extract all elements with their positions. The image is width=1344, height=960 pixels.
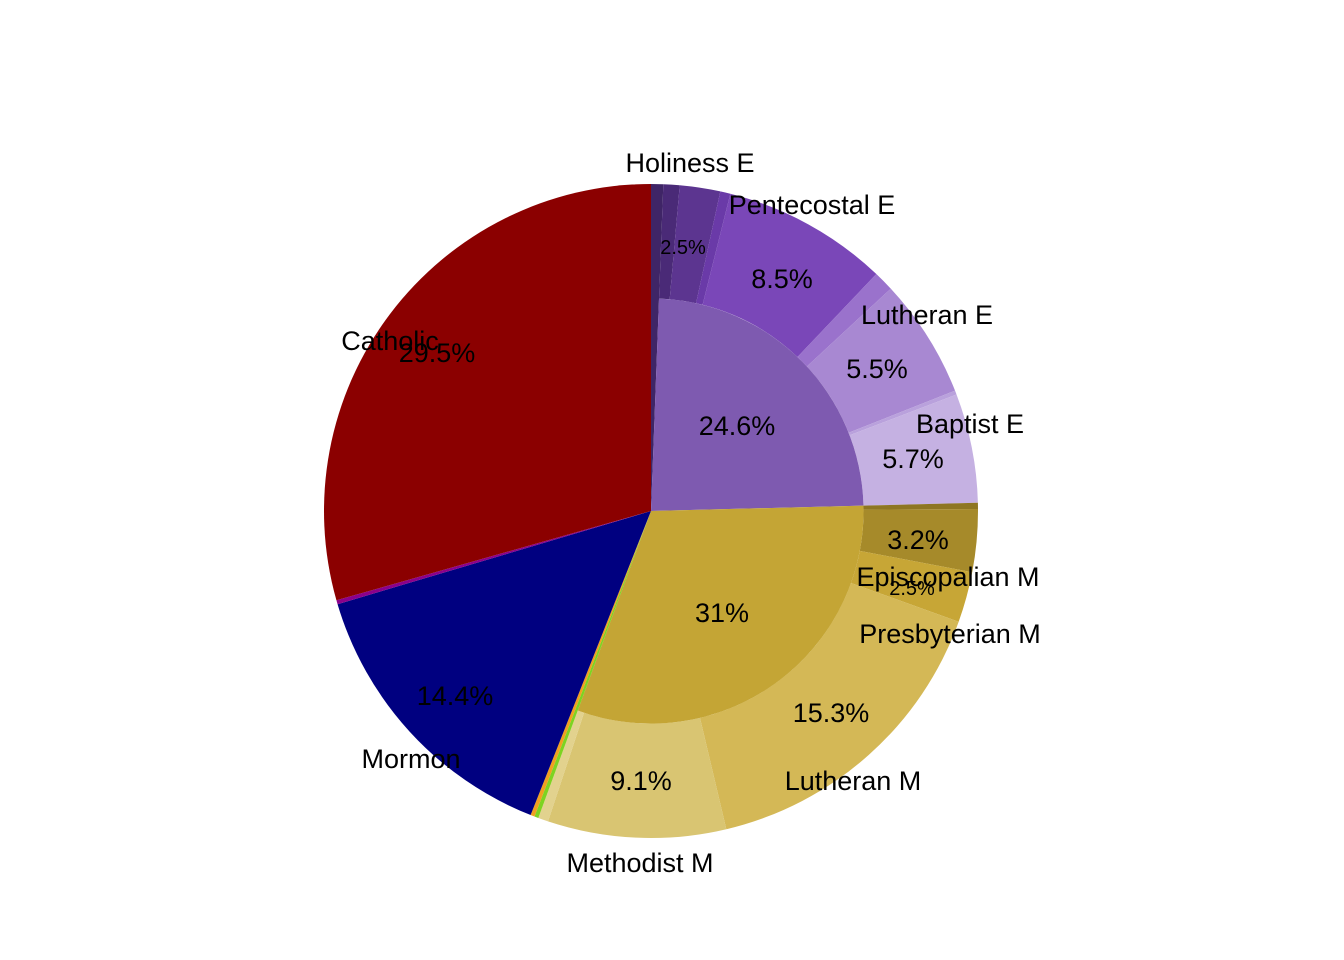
pct-label-h2: 2.5% bbox=[660, 237, 706, 259]
slice-evi bbox=[651, 298, 864, 511]
name-label-pre: Presbyterian M bbox=[859, 619, 1041, 649]
slice-mor bbox=[337, 511, 651, 816]
slice-l0 bbox=[797, 274, 891, 367]
slice-epi bbox=[859, 508, 978, 573]
pct-label-bap: 5.7% bbox=[882, 444, 944, 474]
pct-label-met: 9.1% bbox=[610, 766, 672, 796]
slice-lut bbox=[806, 288, 956, 433]
slice-g2 bbox=[530, 511, 651, 817]
slice-b0 bbox=[848, 390, 957, 436]
slice-mai bbox=[577, 505, 864, 724]
slice-cat bbox=[323, 184, 651, 601]
slice-met bbox=[547, 712, 727, 838]
pct-label-pen: 8.5% bbox=[751, 264, 813, 294]
pct-label-mor: 14.4% bbox=[417, 681, 494, 711]
pct-label-lum: 15.3% bbox=[793, 698, 870, 728]
name-label-mor: Mormon bbox=[361, 744, 460, 774]
name-label-pen: Pentecostal E bbox=[729, 190, 896, 220]
pct-label-evi: 24.6% bbox=[699, 411, 776, 441]
name-label-lum: Lutheran M bbox=[785, 766, 922, 796]
pct-label-cat: 29.5% bbox=[399, 338, 476, 368]
pct-label-pre: 2.5% bbox=[889, 578, 935, 600]
slice-pre bbox=[850, 550, 973, 622]
slice-pen bbox=[702, 193, 877, 357]
name-label-lut: Lutheran E bbox=[861, 300, 993, 330]
pie-slices bbox=[323, 184, 978, 838]
slice-h1 bbox=[659, 184, 680, 300]
name-label-bap: Baptist E bbox=[916, 409, 1024, 439]
name-label-h1: Holiness E bbox=[625, 148, 754, 178]
slice-x1 bbox=[336, 511, 651, 605]
pie-labels: 2.5% 8.5% 5.5% 5.7% 24.6% 3.2% 2.5% 15.3% 9.1% 31… bbox=[341, 148, 1041, 878]
slice-hol bbox=[651, 184, 664, 511]
slice-lum bbox=[699, 582, 959, 830]
slice-p0 bbox=[696, 191, 731, 305]
pct-label-mai: 31% bbox=[695, 598, 749, 628]
slice-m0 bbox=[538, 710, 585, 822]
slice-h2 bbox=[669, 185, 721, 304]
name-label-met: Methodist M bbox=[566, 848, 713, 878]
slice-bap bbox=[849, 394, 978, 506]
name-label-epi: Episcopalian M bbox=[856, 562, 1039, 592]
slice-e0 bbox=[863, 502, 978, 510]
pct-label-lut: 5.5% bbox=[846, 354, 908, 384]
name-label-cat: Catholic bbox=[341, 326, 439, 356]
pct-label-epi: 3.2% bbox=[887, 525, 949, 555]
slice-g1 bbox=[534, 511, 651, 818]
